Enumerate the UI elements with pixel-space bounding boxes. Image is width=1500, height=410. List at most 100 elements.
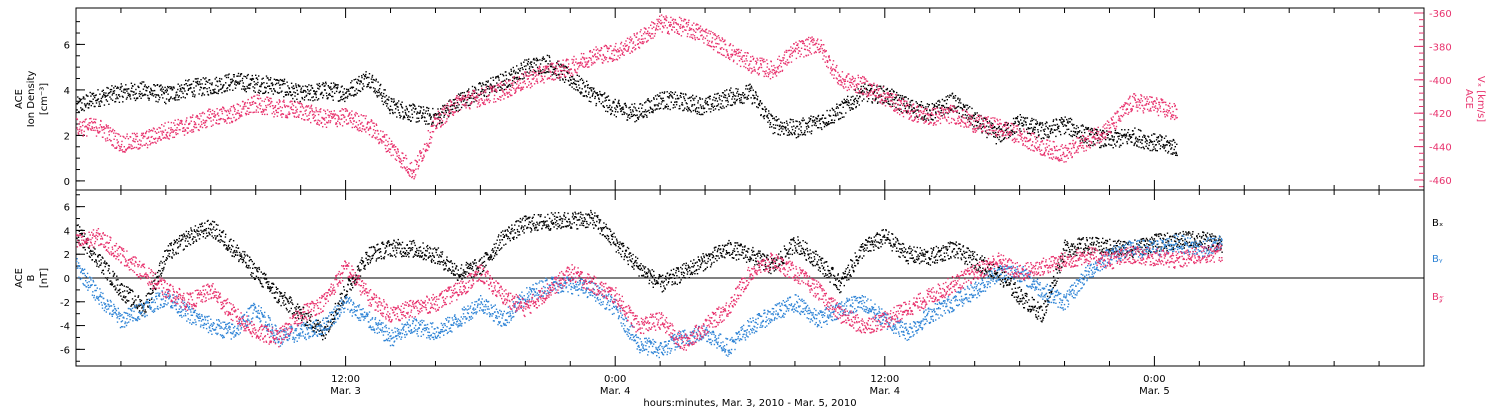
top-pink-point: [276, 115, 279, 117]
top-pink-point: [300, 102, 303, 105]
top-black-point: [848, 104, 850, 107]
top-pink-point: [405, 157, 408, 160]
top-black-point: [788, 133, 791, 136]
top-black-point: [1085, 128, 1087, 130]
top-black-point: [1089, 134, 1091, 136]
top-black-point: [838, 118, 840, 120]
top-black-point: [1112, 139, 1114, 141]
top-black-point: [1137, 128, 1140, 131]
top-black-point: [330, 82, 332, 84]
top-pink-point: [96, 127, 98, 129]
top-black-point: [322, 82, 324, 84]
top-black-point: [515, 71, 517, 73]
top-pink-point: [398, 154, 400, 157]
top-black-point: [239, 75, 241, 77]
top-black-point: [470, 97, 472, 99]
top-pink-point: [247, 113, 250, 115]
top-pink-point: [780, 66, 783, 68]
top-black-point: [115, 98, 117, 100]
top-black-point: [620, 108, 622, 110]
top-pink-point: [407, 171, 409, 173]
top-black-point: [686, 103, 688, 105]
top-black-point: [566, 71, 569, 74]
top-black-point: [926, 103, 929, 105]
top-black-point: [351, 87, 353, 89]
top-pink-point: [437, 122, 439, 124]
top-black-point: [387, 98, 389, 100]
top-black-point: [1016, 117, 1018, 120]
top-pink-point: [343, 121, 346, 123]
top-pink-point: [408, 174, 410, 176]
top-pink-point: [403, 166, 405, 168]
top-black-point: [149, 91, 151, 94]
top-black-point: [571, 76, 574, 78]
top-black-point: [122, 101, 124, 103]
top-black-point: [778, 118, 780, 120]
top-pink-point: [492, 90, 494, 92]
top-black-point: [392, 101, 395, 103]
top-black-point: [739, 100, 741, 102]
top-black-point: [1103, 145, 1105, 148]
top-black-point: [622, 108, 625, 110]
top-black-point: [389, 112, 391, 115]
top-pink-point: [396, 152, 398, 155]
top-black-point: [832, 121, 834, 124]
top-black-point: [100, 100, 102, 102]
top-pink-point: [537, 74, 540, 76]
top-black-point: [471, 85, 474, 88]
top-pink-point: [810, 40, 812, 43]
top-black-point: [598, 98, 600, 100]
top-black-point: [560, 70, 562, 73]
top-black-point: [440, 122, 443, 124]
top-pink-point: [581, 64, 583, 66]
top-black-point: [686, 106, 689, 108]
top-black-point: [329, 86, 332, 88]
top-black-point: [578, 75, 580, 77]
top-black-point: [1113, 138, 1115, 141]
top-pink-point: [401, 152, 403, 154]
top-black-point: [947, 95, 949, 97]
top-pink-point: [481, 99, 483, 101]
top-black-point: [706, 102, 708, 104]
top-black-point: [97, 98, 100, 100]
top-black-point: [846, 104, 848, 106]
top-pink-point: [621, 53, 624, 56]
top-black-point: [430, 116, 432, 118]
top-black-point: [447, 109, 449, 111]
top-black-point: [533, 62, 535, 64]
top-black-point: [783, 133, 785, 135]
top-pink-point: [360, 114, 362, 116]
top-black-point: [1045, 125, 1047, 127]
top-black-point: [559, 77, 561, 79]
top-pink-point: [278, 101, 281, 103]
top-right-axis: -360-380-400-420-440-460: [1414, 9, 1452, 188]
top-black-point: [398, 112, 401, 114]
top-black-point: [716, 100, 719, 102]
top-black-point: [639, 103, 642, 105]
top-black-point: [185, 79, 187, 82]
top-pink-point: [727, 53, 729, 55]
top-black-point: [299, 91, 302, 93]
top-pink-point: [808, 36, 810, 39]
top-black-point: [869, 84, 871, 87]
top-black-point: [312, 100, 314, 102]
top-pink-point: [425, 150, 427, 153]
top-black-point: [936, 106, 938, 108]
top-black-point: [126, 88, 129, 90]
top-black-point: [432, 107, 434, 110]
top-pink-point: [478, 101, 480, 103]
top-black-point: [855, 105, 857, 108]
top-black-point: [233, 76, 235, 78]
top-black-point: [1173, 152, 1176, 154]
top-pink-point: [240, 111, 243, 113]
top-pink-point: [127, 147, 129, 149]
top-pink-point: [479, 104, 482, 106]
top-black-point: [829, 109, 831, 112]
top-black-point: [374, 92, 377, 94]
top-black-point: [1111, 135, 1113, 137]
top-black-point: [647, 98, 649, 100]
top-black-point: [1088, 144, 1090, 146]
top-pink-point: [638, 47, 641, 49]
top-pink-point: [633, 34, 636, 37]
top-pink-point: [474, 98, 476, 100]
